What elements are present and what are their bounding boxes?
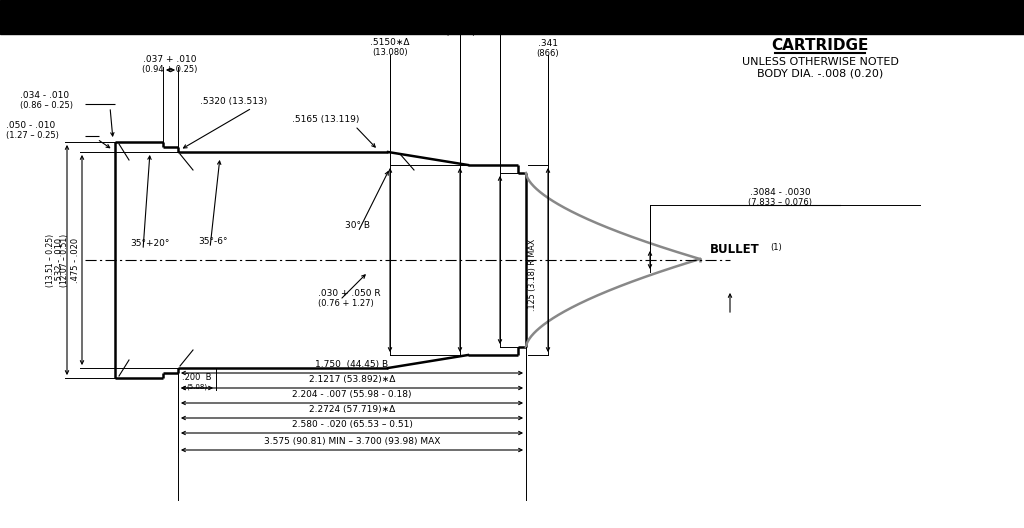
- Text: 2.1217 (53.892)∗Δ: 2.1217 (53.892)∗Δ: [309, 375, 395, 384]
- Text: 2.2724 (57.719)∗Δ: 2.2724 (57.719)∗Δ: [309, 405, 395, 414]
- Text: .037 + .010: .037 + .010: [143, 55, 197, 64]
- Text: .532 - .010: .532 - .010: [55, 238, 65, 282]
- Text: (0.86 – 0.25): (0.86 – 0.25): [20, 101, 73, 110]
- Text: .3084 - .0030: .3084 - .0030: [750, 188, 810, 197]
- Text: (0.94 + 0.25): (0.94 + 0.25): [142, 65, 198, 74]
- Text: 1.750  (44.45) B: 1.750 (44.45) B: [315, 360, 388, 369]
- Text: .475 - .020: .475 - .020: [71, 238, 80, 282]
- Text: (8.66): (8.66): [487, 18, 513, 27]
- Text: .341: .341: [538, 39, 558, 48]
- Text: .125 (3.18) R MAX: .125 (3.18) R MAX: [527, 239, 537, 311]
- Text: BODY DIA. -.008 (0.20): BODY DIA. -.008 (0.20): [757, 69, 883, 79]
- Text: (12.07 – 0.51): (12.07 – 0.51): [60, 233, 70, 287]
- Text: .050 - .010: .050 - .010: [6, 121, 55, 130]
- Text: (13.080): (13.080): [372, 48, 408, 57]
- Bar: [0, 0, 1024, 34]
- Text: .200  B: .200 B: [182, 373, 212, 382]
- Text: 30° B: 30° B: [345, 221, 370, 230]
- Text: 2.580 - .020 (65.53 – 0.51): 2.580 - .020 (65.53 – 0.51): [292, 420, 413, 429]
- Text: (10.67): (10.67): [444, 28, 475, 37]
- Text: CARTRIDGE: CARTRIDGE: [771, 38, 868, 53]
- Text: .341 ∗: .341 ∗: [484, 8, 515, 17]
- Text: 2.204 - .007 (55.98 - 0.18): 2.204 - .007 (55.98 - 0.18): [292, 390, 412, 399]
- Text: .034 - .010: .034 - .010: [20, 91, 70, 100]
- Text: 35°+20°: 35°+20°: [130, 239, 169, 248]
- Text: 35°-6°: 35°-6°: [198, 237, 227, 246]
- Text: (0.76 + 1.27): (0.76 + 1.27): [318, 299, 374, 308]
- Text: BULLET: BULLET: [710, 243, 760, 256]
- Text: REVISED:  - -/- -/- - - -: REVISED: - -/- -/- - - -: [866, 11, 1012, 24]
- Text: (866): (866): [537, 49, 559, 58]
- Text: (5.08): (5.08): [186, 383, 208, 390]
- Text: 300 Precision Rifle Cartridge [300 PRC]: 300 Precision Rifle Cartridge [300 PRC]: [297, 7, 727, 26]
- Text: .420 B: .420 B: [445, 18, 474, 27]
- Text: .5150∗Δ: .5150∗Δ: [371, 38, 410, 47]
- Text: ISSUED:  06/13/2018: ISSUED: 06/13/2018: [12, 11, 156, 24]
- Text: 3.575 (90.81) MIN – 3.700 (93.98) MAX: 3.575 (90.81) MIN – 3.700 (93.98) MAX: [264, 437, 440, 446]
- Text: .5165 (13.119): .5165 (13.119): [292, 115, 359, 124]
- Text: (1.27 – 0.25): (1.27 – 0.25): [6, 131, 58, 140]
- Text: UNLESS OTHERWISE NOTED: UNLESS OTHERWISE NOTED: [741, 57, 898, 67]
- Text: .030 + .050 R: .030 + .050 R: [318, 289, 381, 298]
- Text: (13.51 – 0.25): (13.51 – 0.25): [45, 233, 54, 287]
- Text: (1): (1): [770, 243, 781, 252]
- Text: .5320 (13.513): .5320 (13.513): [200, 97, 267, 106]
- Text: (7.833 – 0.076): (7.833 – 0.076): [748, 198, 812, 207]
